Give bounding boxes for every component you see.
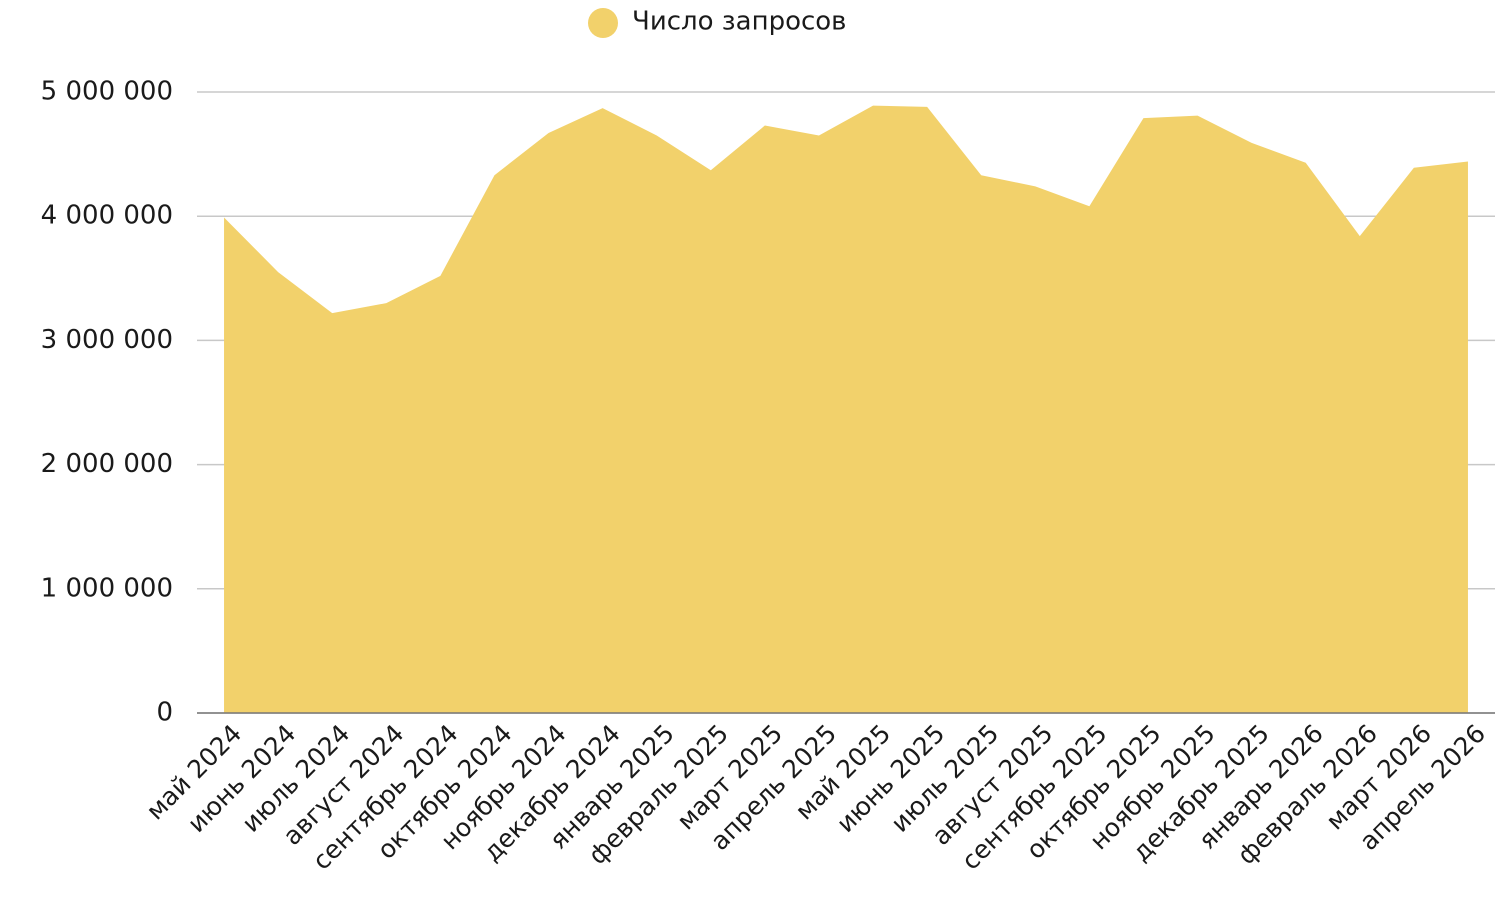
legend-marker bbox=[588, 8, 618, 38]
area bbox=[224, 105, 1468, 714]
y-tick-label: 4 000 000 bbox=[41, 201, 173, 231]
y-tick-label: 0 bbox=[156, 698, 173, 728]
y-tick-label: 3 000 000 bbox=[41, 325, 173, 355]
y-tick-label: 2 000 000 bbox=[41, 449, 173, 479]
y-tick-label: 1 000 000 bbox=[41, 573, 173, 603]
legend-label: Число запросов bbox=[632, 7, 847, 37]
y-tick-label: 5 000 000 bbox=[41, 77, 173, 107]
